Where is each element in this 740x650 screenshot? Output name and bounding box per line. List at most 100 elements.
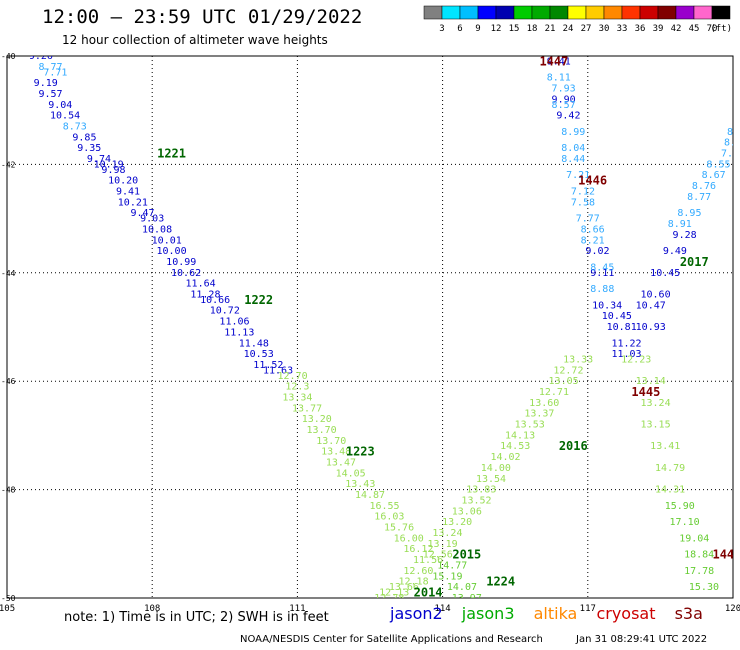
wave-height-value: 15.30 <box>689 582 719 593</box>
wave-height-value: 15.76 <box>384 523 414 534</box>
y-tick-label: -44 <box>1 269 16 278</box>
color-scale-tick: 15 <box>509 24 520 34</box>
pass-label: 2014 <box>414 586 443 600</box>
wave-height-value: 12.72 <box>553 365 583 376</box>
wave-height-value: 10.19 <box>94 159 124 170</box>
wave-height-value: 9.90 <box>552 94 576 105</box>
wave-height-value: 10.08 <box>142 224 172 235</box>
wave-height-value: 13.60 <box>529 398 559 409</box>
wave-height-value: 13.52 <box>461 495 491 506</box>
wave-height-value: 13.83 <box>466 485 496 496</box>
wave-height-value: 9.41 <box>547 56 571 67</box>
wave-height-value: 14.79 <box>655 463 685 474</box>
wave-height-value: 8. <box>727 127 739 138</box>
x-tick-label: 117 <box>580 604 596 614</box>
wave-height-value: 7.71 <box>43 67 67 78</box>
wave-height-value: 7.58 <box>571 197 595 208</box>
mission-s3a: s3a <box>674 604 703 623</box>
wave-height-value: 9.49 <box>663 246 687 257</box>
wave-height-value: 10.53 <box>244 349 274 360</box>
wave-height-value: 11.63 <box>263 365 293 376</box>
wave-height-value: 14.53 <box>500 441 530 452</box>
wave-height-value: 10.62 <box>171 268 201 279</box>
wave-height-value: 10.21 <box>118 197 148 208</box>
wave-height-value: 8.55 <box>706 159 730 170</box>
x-tick-label: 114 <box>434 604 450 614</box>
wave-height-value: 18.84 <box>684 550 714 561</box>
wave-height-value: 8.11 <box>547 73 571 84</box>
y-tick-label: -42 <box>1 160 16 169</box>
x-tick-label: 120 <box>725 604 740 614</box>
wave-height-value: 8.44 <box>561 154 585 165</box>
wave-height-value: 13.77 <box>292 403 322 414</box>
wave-height-value: 14.13 <box>505 430 535 441</box>
wave-height-value: 9.98 <box>101 165 125 176</box>
wave-height-value: 13.34 <box>282 392 312 403</box>
color-scale-tick: 18 <box>527 24 538 34</box>
wave-height-value: 16.55 <box>369 501 399 512</box>
wave-height-value: 8.77 <box>39 62 63 73</box>
wave-height-value: 10.01 <box>152 235 182 246</box>
wave-height-value: 10.47 <box>636 300 666 311</box>
wave-height-value: 13.48 <box>321 447 351 458</box>
color-scale-tick: 12 <box>491 24 502 34</box>
color-scale-tick: 39 <box>653 24 664 34</box>
wave-height-value: 13.05 <box>549 376 579 387</box>
wave-height-value: 10.34 <box>592 300 622 311</box>
wave-height-value: 9.04 <box>48 100 72 111</box>
wave-height-value: 13.97 <box>452 593 482 604</box>
wave-height-value: 12.3 <box>285 382 309 393</box>
wave-height-value: 10.20 <box>108 176 138 187</box>
y-tick-label: -46 <box>1 377 16 386</box>
wave-height-value: 11.52 <box>253 360 283 371</box>
x-tick-label: 111 <box>289 604 305 614</box>
y-tick-label: -40 <box>1 52 16 61</box>
wave-height-value: 13.19 <box>428 539 458 550</box>
wave-height-value: 16.00 <box>394 533 424 544</box>
wave-height-value: 15.19 <box>432 571 462 582</box>
wave-height-value: 13.15 <box>641 420 671 431</box>
color-scale-tick: 27 <box>581 24 592 34</box>
color-scale-tick: 30 <box>599 24 610 34</box>
y-tick-label: -48 <box>1 486 16 495</box>
wave-height-value: 9.74 <box>87 154 111 165</box>
wave-height-value: 13.66 <box>389 582 419 593</box>
wave-height-value: 19.04 <box>679 533 709 544</box>
color-scale-tick: 45 <box>689 24 700 34</box>
wave-height-value: 14.77 <box>437 560 467 571</box>
wave-height-value: 10.81 <box>607 322 637 333</box>
wave-height-value: 8.73 <box>63 121 87 132</box>
wave-height-value: 9.85 <box>72 132 96 143</box>
wave-height-value: 8.77 <box>687 192 711 203</box>
wave-height-value: 8.66 <box>581 224 605 235</box>
wave-height-value: 12.23 <box>621 355 651 366</box>
wave-height-value: 8.57 <box>552 100 576 111</box>
wave-height-value: 9.42 <box>556 111 580 122</box>
wave-height-value: 7.77 <box>576 214 600 225</box>
pass-label: 1223 <box>346 445 375 459</box>
wave-height-value: 12.78 <box>374 593 404 604</box>
wave-height-value: 10.00 <box>157 246 187 257</box>
wave-height-value: 13.53 <box>515 420 545 431</box>
wave-height-value: 11.28 <box>190 289 220 300</box>
wave-height-value: 13.20 <box>302 414 332 425</box>
color-scale-tick: 36 <box>635 24 646 34</box>
x-tick-label: 108 <box>144 604 160 614</box>
wave-height-value: 13.43 <box>345 479 375 490</box>
wave-height-value: 14.07 <box>447 582 477 593</box>
wave-height-value: 15.90 <box>665 501 695 512</box>
x-tick-label: 105 <box>0 604 15 614</box>
wave-height-value: 8.76 <box>692 181 716 192</box>
wave-height-value: 8.67 <box>702 170 726 181</box>
wave-height-value: 8.88 <box>590 284 614 295</box>
wave-height-value: 8.95 <box>677 208 701 219</box>
data-points: 9.269.199.579.0410.549.859.359.7410.199.… <box>29 56 739 604</box>
color-scale-unit: (ft) <box>710 24 732 34</box>
wave-height-value: 13.24 <box>641 398 671 409</box>
wave-height-value: 14.05 <box>336 468 366 479</box>
wave-height-value: 16.03 <box>374 512 404 523</box>
footer: NOAA/NESDIS Center for Satellite Applica… <box>240 634 737 645</box>
wave-height-value: 11.06 <box>219 317 249 328</box>
pass-label: 1222 <box>244 293 273 307</box>
wave-height-value: 9.11 <box>590 268 614 279</box>
